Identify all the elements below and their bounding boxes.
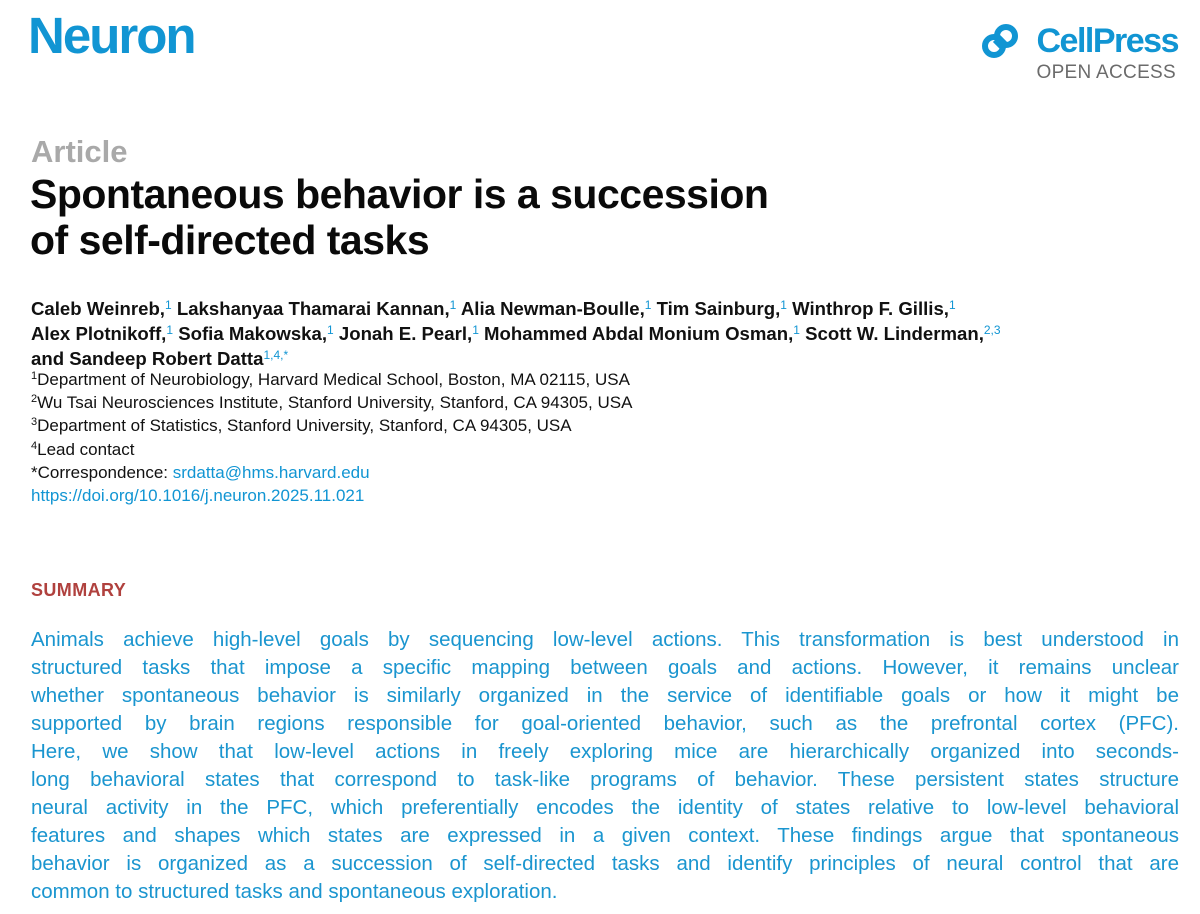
summary-line: neural activity in the PFC, which prefer… <box>31 796 1179 819</box>
author-name: Scott W. Linderman, <box>805 323 984 344</box>
author-affiliation-ref[interactable]: 1 <box>164 298 172 312</box>
affiliation-list: 1Department of Neurobiology, Harvard Med… <box>31 368 931 507</box>
author-affiliation-ref[interactable]: 1 <box>948 298 956 312</box>
summary-line: long behavioral states that correspond t… <box>31 768 1179 791</box>
summary-line: whether spontaneous behavior is similarl… <box>31 684 1179 707</box>
article-type: Article <box>31 134 128 169</box>
title-line: Spontaneous behavior is a succession <box>30 171 769 217</box>
author-affiliation-ref[interactable]: 1 <box>644 298 652 312</box>
author-affiliation-ref[interactable]: 1 <box>780 298 787 312</box>
affiliation: 4Lead contact <box>31 438 931 461</box>
author-affiliation-ref[interactable]: 1 <box>472 323 479 337</box>
affiliation: 1Department of Neurobiology, Harvard Med… <box>31 368 931 391</box>
affiliation-text: Wu Tsai Neurosciences Institute, Stanfor… <box>37 393 633 413</box>
author-line: Caleb Weinreb,1 Lakshanyaa Thamarai Kann… <box>31 296 1181 321</box>
author-name: Tim Sainburg, <box>656 298 781 319</box>
author-affiliation-ref[interactable]: 1,4,* <box>263 348 289 362</box>
doi-link[interactable]: https://doi.org/10.1016/j.neuron.2025.11… <box>31 486 365 506</box>
author-name: Jonah E. Pearl, <box>338 323 473 344</box>
cellpress-logo-icon <box>982 24 1018 58</box>
article-title: Spontaneous behavior is a succession of … <box>30 171 930 263</box>
author-list: Caleb Weinreb,1 Lakshanyaa Thamarai Kann… <box>31 296 1181 371</box>
affiliation-number: 1 <box>31 370 38 382</box>
affiliation: 2Wu Tsai Neurosciences Institute, Stanfo… <box>31 391 931 414</box>
affiliation-number: 4 <box>31 439 38 452</box>
affiliation-number: 2 <box>31 393 38 406</box>
open-access-label: OPEN ACCESS <box>1036 62 1176 83</box>
journal-name: Neuron <box>28 7 196 64</box>
author-line: Alex Plotnikoff,1 Sofia Makowska,1 Jonah… <box>31 321 1181 346</box>
author-name: Lakshanyaa Thamarai Kannan, <box>176 298 450 319</box>
summary-line: common to structured tasks and spontaneo… <box>31 880 558 903</box>
summary-text: Animals achieve high-level goals by sequ… <box>31 626 1179 906</box>
author-name: Mohammed Abdal Monium Osman, <box>484 323 794 344</box>
author-affiliation-ref[interactable]: 1 <box>327 323 334 337</box>
author-name: Caleb Weinreb, <box>31 298 165 319</box>
summary-line: features and shapes which states are exp… <box>31 824 1179 847</box>
correspondence-email-link[interactable]: srdatta@hms.harvard.edu <box>172 462 370 482</box>
correspondence: *Correspondence: srdatta@hms.harvard.edu <box>31 461 931 484</box>
author-name: Alex Plotnikoff, <box>31 323 167 344</box>
author-name: Sofia Makowska, <box>178 323 328 344</box>
author-name: and Sandeep Robert Datta <box>31 348 264 369</box>
summary-heading: SUMMARY <box>31 580 127 600</box>
affiliation-number: 3 <box>31 416 38 429</box>
author-name: Winthrop F. Gillis, <box>792 298 949 319</box>
affiliation-text: Department of Neurobiology, Harvard Medi… <box>37 370 630 389</box>
affiliation-text: Department of Statistics, Stanford Unive… <box>37 416 572 436</box>
author-affiliation-ref[interactable]: 1 <box>166 323 174 337</box>
summary-line: Animals achieve high-level goals by sequ… <box>31 628 1179 651</box>
title-line: of self-directed tasks <box>30 217 430 263</box>
doi-row: https://doi.org/10.1016/j.neuron.2025.11… <box>31 484 931 507</box>
author-name: Alia Newman-Boulle, <box>460 298 645 319</box>
correspondence-label: *Correspondence: <box>31 462 173 482</box>
publisher-logo[interactable]: CellPress OPEN ACCESS <box>968 22 1180 86</box>
summary-line: behavior is organized as a succession of… <box>31 852 1179 875</box>
publisher-name: CellPress <box>1036 22 1180 60</box>
author-affiliation-ref[interactable]: 1 <box>793 323 800 337</box>
summary-line: Here, we show that low-level actions in … <box>31 740 1179 763</box>
author-line: and Sandeep Robert Datta1,4,* <box>31 346 1181 371</box>
author-affiliation-ref[interactable]: 1 <box>449 298 457 312</box>
affiliation-text: Lead contact <box>37 439 135 459</box>
summary-line: supported by brain regions responsible f… <box>31 712 1179 735</box>
summary-line: structured tasks that impose a specific … <box>31 656 1179 679</box>
affiliation: 3Department of Statistics, Stanford Univ… <box>31 414 931 437</box>
author-affiliation-ref[interactable]: 2,3 <box>983 323 1001 337</box>
